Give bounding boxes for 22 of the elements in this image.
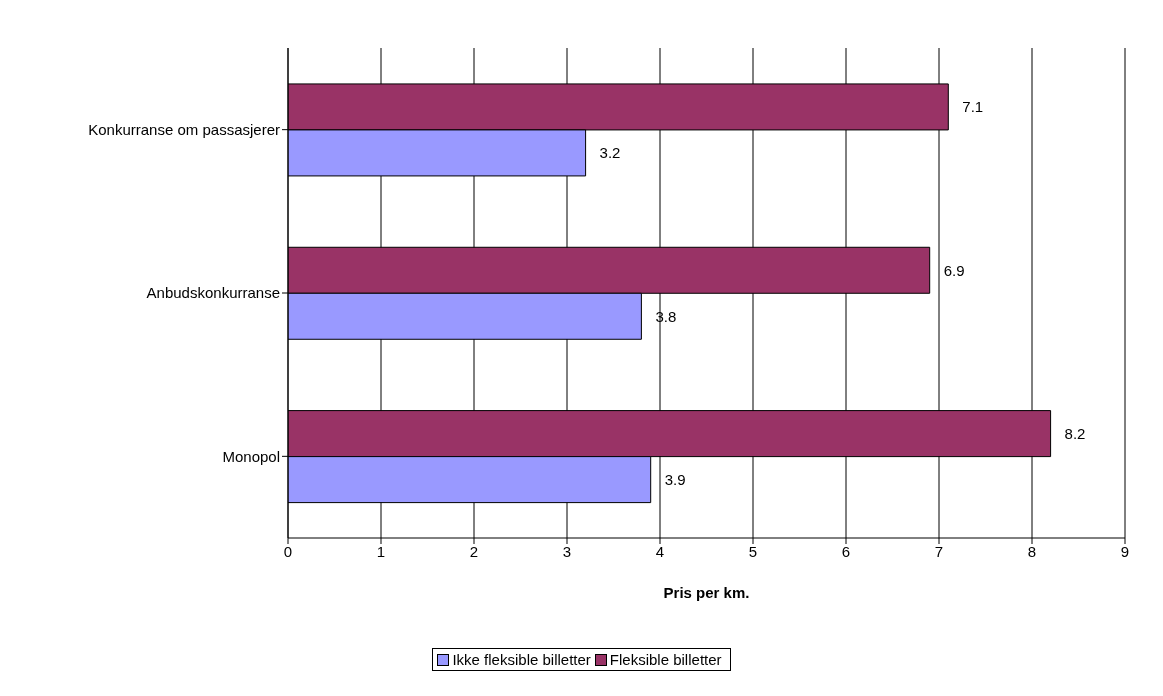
x-tick-label: 8: [1027, 542, 1037, 560]
y-tick-label: Konkurranse om passasjerer: [88, 120, 280, 138]
x-tick-label: 1: [376, 542, 386, 560]
data-label: 8.2: [1064, 424, 1086, 442]
data-label: 3.8: [655, 307, 677, 325]
x-tick-label: 5: [748, 542, 758, 560]
data-label: 3.9: [664, 470, 686, 488]
x-tick-label: 0: [283, 542, 293, 560]
legend-label: Ikke fleksible billetter: [451, 651, 591, 668]
x-axis-title: Pris per km.: [663, 584, 750, 601]
y-tick-label: Monopol: [222, 447, 280, 465]
data-label: 7.1: [962, 98, 984, 116]
x-tick-label: 2: [469, 542, 479, 560]
x-tick-label: 4: [655, 542, 665, 560]
x-tick-label: 3: [562, 542, 572, 560]
data-label: 6.9: [943, 261, 965, 279]
x-tick-label: 6: [841, 542, 851, 560]
legend-label: Fleksible billetter: [608, 651, 722, 668]
x-tick-label: 7: [934, 542, 944, 560]
data-label: 3.2: [599, 144, 621, 162]
x-tick-label: 9: [1120, 542, 1130, 560]
y-tick-label: Anbudskonkurranse: [146, 284, 280, 302]
